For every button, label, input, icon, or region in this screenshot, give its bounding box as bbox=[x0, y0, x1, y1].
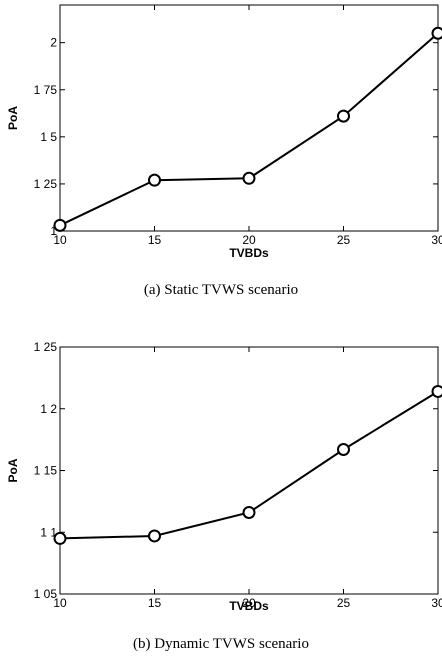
y-tick-label: 1 bbox=[50, 224, 57, 238]
y-tick-label: 1 5 bbox=[40, 130, 57, 144]
y-tick-label: 1 1 bbox=[40, 525, 57, 539]
x-tick-label: 30 bbox=[431, 233, 442, 247]
plot-frame-dynamic bbox=[59, 346, 439, 595]
chart-static: 10 15 20 25 30 1 1 25 1 5 1 75 2 TVBDs PoA (a) St… bbox=[6, 4, 442, 298]
x-tick-label: 10 bbox=[53, 233, 67, 247]
y-tick-label: 1 15 bbox=[34, 464, 58, 478]
caption-static: (a) Static TVWS scenario bbox=[144, 282, 298, 298]
y-axis-label-dynamic: PoA bbox=[6, 458, 20, 482]
y-axis-label-static: PoA bbox=[6, 106, 20, 130]
series-line-static bbox=[59, 32, 439, 227]
x-tick-label: 15 bbox=[148, 596, 162, 610]
x-tick-label: 25 bbox=[337, 233, 351, 247]
data-point bbox=[337, 443, 350, 457]
data-point bbox=[242, 171, 256, 185]
chart-dynamic: 10 15 20 25 30 1 05 1 1 1 15 1 2 1 25 TVBDs PoA (… bbox=[6, 340, 442, 652]
x-axis-label-dynamic: TVBDs bbox=[229, 599, 269, 613]
x-tick-label: 15 bbox=[148, 233, 162, 247]
y-tick-label: 1 25 bbox=[34, 340, 58, 354]
x-tick-label: 25 bbox=[337, 596, 351, 610]
data-point bbox=[148, 529, 161, 543]
data-point bbox=[53, 531, 67, 545]
data-point bbox=[337, 109, 350, 123]
y-tick-label: 1 25 bbox=[34, 177, 58, 191]
x-tick-label: 30 bbox=[431, 596, 442, 610]
caption-dynamic: (b) Dynamic TVWS scenario bbox=[133, 636, 309, 652]
y-tick-label: 1 75 bbox=[34, 83, 58, 97]
y-tick-label: 1 2 bbox=[40, 402, 57, 416]
data-point bbox=[53, 218, 67, 232]
y-tick-label: 2 bbox=[50, 36, 57, 50]
data-point bbox=[431, 384, 442, 398]
data-point bbox=[242, 505, 256, 519]
data-point bbox=[431, 26, 442, 40]
x-tick-label: 10 bbox=[53, 596, 67, 610]
x-axis-label-static: TVBDs bbox=[229, 246, 269, 260]
plot-frame-static bbox=[59, 4, 439, 232]
data-point bbox=[148, 173, 161, 187]
y-tick-label: 1 05 bbox=[34, 587, 58, 601]
x-tick-label: 20 bbox=[242, 233, 256, 247]
x-tick-label: 20 bbox=[242, 596, 256, 610]
